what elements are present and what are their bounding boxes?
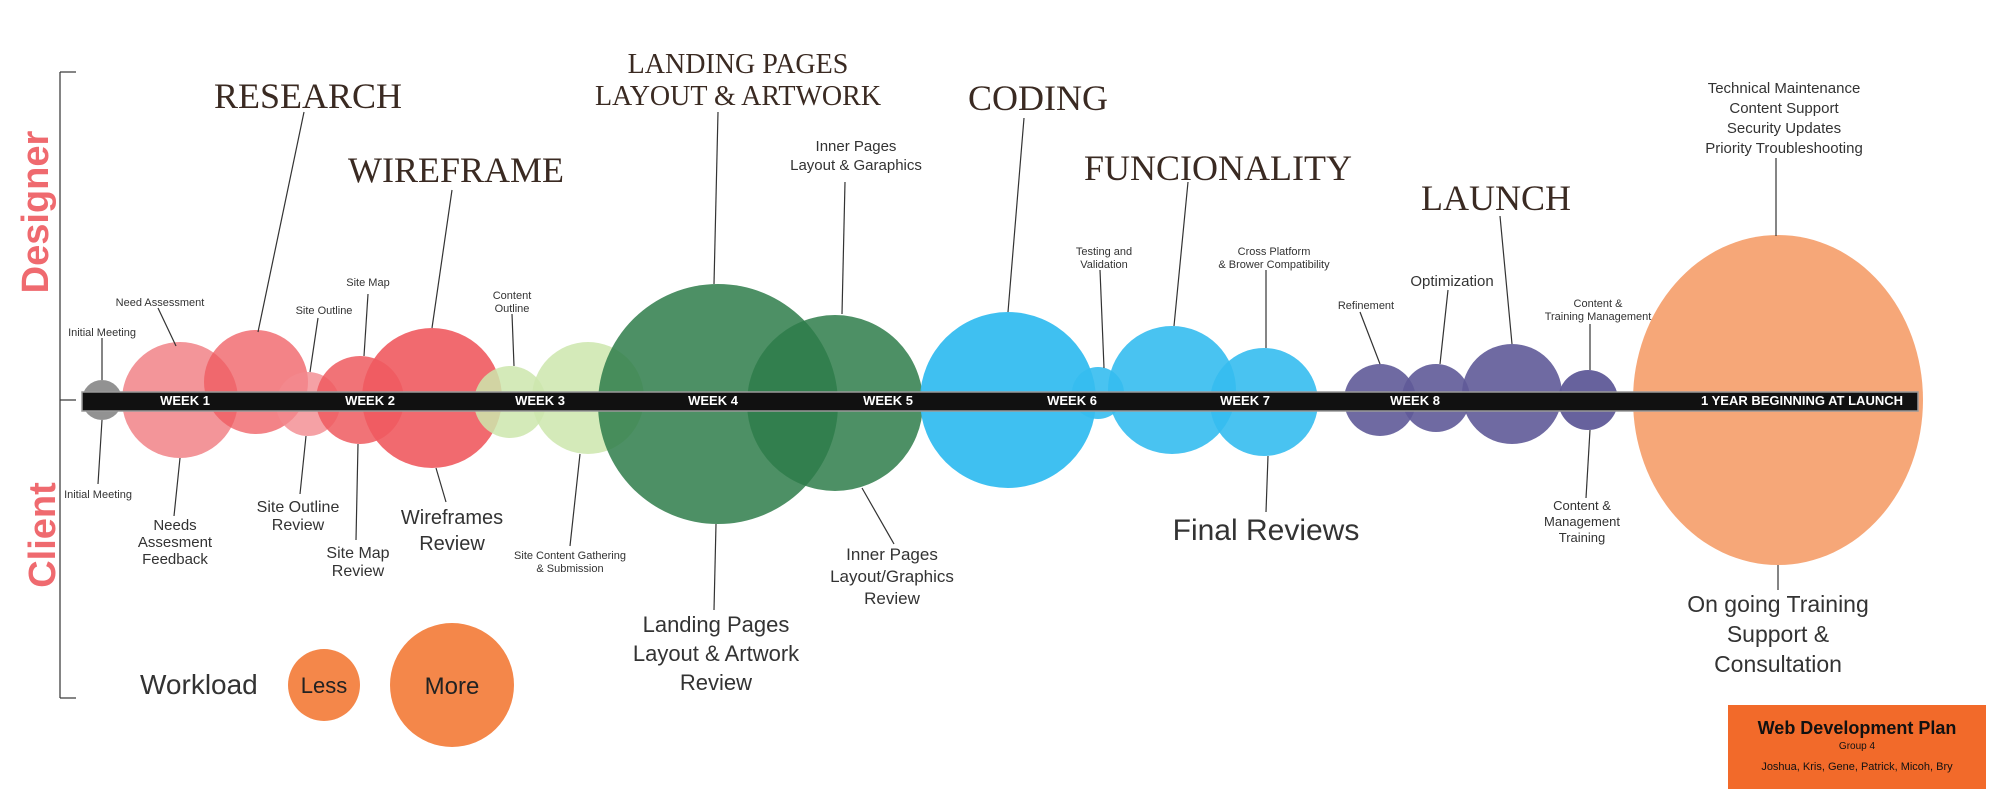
client-content-mgmt-3: Training: [1559, 530, 1605, 545]
designer-maintenance-2: Content Support: [1729, 100, 1839, 117]
phase-titles: RESEARCH WIREFRAME LANDING PAGES LAYOUT …: [214, 49, 1571, 218]
legend-more-circle: [390, 623, 514, 747]
client-ongoing-1: On going Training: [1687, 591, 1869, 617]
client-inner-review-3: Review: [864, 589, 920, 608]
phase-landing-line2: LAYOUT & ARTWORK: [595, 81, 881, 112]
phase-launch: LAUNCH: [1421, 178, 1571, 218]
phase-wireframe: WIREFRAME: [348, 150, 564, 190]
designer-refinement: Refinement: [1338, 300, 1394, 312]
designer-content-outline-1: Content: [493, 290, 532, 302]
designer-cross-platform-2: & Brower Compatibility: [1218, 259, 1330, 271]
week-6-label: WEEK 6: [1047, 393, 1097, 408]
client-wireframes-1: Wireframes: [401, 507, 503, 529]
client-content-gathering-2: & Submission: [536, 563, 603, 575]
client-ongoing-2: Support &: [1727, 621, 1829, 647]
week-7-label: WEEK 7: [1220, 393, 1270, 408]
designer-initial-meeting: Initial Meeting: [68, 327, 136, 339]
phase-landing-line1: LANDING PAGES: [628, 49, 849, 80]
client-content-gathering-1: Site Content Gathering: [514, 550, 626, 562]
designer-cross-platform-1: Cross Platform: [1238, 246, 1311, 258]
designer-content-outline-2: Outline: [495, 303, 530, 315]
client-inner-review-2: Layout/Graphics: [830, 567, 954, 586]
week-2-label: WEEK 2: [345, 393, 395, 408]
footer-members: Joshua, Kris, Gene, Patrick, Micoh, Bry: [1761, 761, 1953, 773]
legend-less-label: Less: [301, 673, 347, 698]
designer-inner-pages-2: Layout & Garaphics: [790, 157, 922, 174]
legend-title: Workload: [140, 669, 258, 700]
designer-inner-pages-1: Inner Pages: [816, 138, 897, 155]
client-content-mgmt-1: Content &: [1553, 498, 1611, 513]
footer-group: Group 4: [1839, 741, 1876, 752]
designer-site-outline: Site Outline: [296, 305, 353, 317]
client-needs-1: Needs: [153, 517, 196, 534]
phase-funcionality: FUNCIONALITY: [1084, 148, 1352, 188]
phase-research: RESEARCH: [214, 76, 402, 116]
week-1-label: WEEK 1: [160, 393, 210, 408]
client-wireframes-2: Review: [419, 533, 485, 555]
designer-optimization: Optimization: [1410, 273, 1493, 290]
workload-legend: Workload Less More: [140, 623, 514, 747]
designer-testing-1: Testing and: [1076, 246, 1132, 258]
designer-side-label: Designer: [15, 130, 57, 293]
year-launch-label: 1 YEAR BEGINNING AT LAUNCH: [1701, 393, 1903, 408]
client-content-mgmt-2: Management: [1544, 514, 1620, 529]
timeline-bar: [81, 391, 1919, 412]
footer-banner: Web Development Plan Group 4 Joshua, Kri…: [1728, 705, 1986, 789]
client-inner-review-1: Inner Pages: [846, 545, 938, 564]
legend-more-label: More: [425, 673, 480, 700]
client-needs-2: Assesment: [138, 534, 213, 551]
designer-site-map: Site Map: [346, 277, 389, 289]
footer-title: Web Development Plan: [1758, 718, 1957, 738]
week-4-label: WEEK 4: [688, 393, 739, 408]
client-initial-meeting: Initial Meeting: [64, 489, 132, 501]
designer-need-assessment: Need Assessment: [116, 297, 205, 309]
leader-lines: [97, 111, 1779, 611]
week-3-label: WEEK 3: [515, 393, 565, 408]
client-site-map-2: Review: [332, 563, 385, 580]
client-site-outline-2: Review: [272, 517, 325, 534]
designer-task-labels: Initial Meeting Need Assessment Site Out…: [68, 80, 1863, 339]
client-landing-review-1: Landing Pages: [643, 612, 790, 637]
week-8-label: WEEK 8: [1390, 393, 1440, 408]
designer-testing-2: Validation: [1080, 259, 1128, 271]
client-site-outline-1: Site Outline: [257, 499, 340, 516]
client-landing-review-3: Review: [680, 670, 752, 695]
client-final-reviews: Final Reviews: [1173, 514, 1360, 547]
client-side-label: Client: [22, 482, 64, 588]
phase-coding: CODING: [968, 78, 1108, 118]
client-task-labels: Initial Meeting Needs Assesment Feedback…: [64, 489, 1869, 695]
week-5-label: WEEK 5: [863, 393, 913, 408]
legend-less-circle: [288, 649, 360, 721]
client-landing-review-2: Layout & Artwork: [633, 641, 800, 666]
funcionality-circle: [1108, 326, 1236, 454]
designer-maintenance-1: Technical Maintenance: [1708, 80, 1861, 97]
designer-content-training-2: Training Management: [1545, 311, 1652, 323]
client-ongoing-3: Consultation: [1714, 651, 1842, 677]
week-labels: WEEK 1 WEEK 2 WEEK 3 WEEK 4 WEEK 5 WEEK …: [160, 393, 1903, 408]
designer-content-training-1: Content &: [1574, 298, 1624, 310]
client-needs-3: Feedback: [142, 551, 208, 568]
designer-client-bracket: [59, 71, 76, 699]
client-site-map-1: Site Map: [326, 545, 389, 562]
designer-maintenance-3: Security Updates: [1727, 120, 1841, 137]
designer-maintenance-4: Priority Troubleshooting: [1705, 140, 1863, 157]
